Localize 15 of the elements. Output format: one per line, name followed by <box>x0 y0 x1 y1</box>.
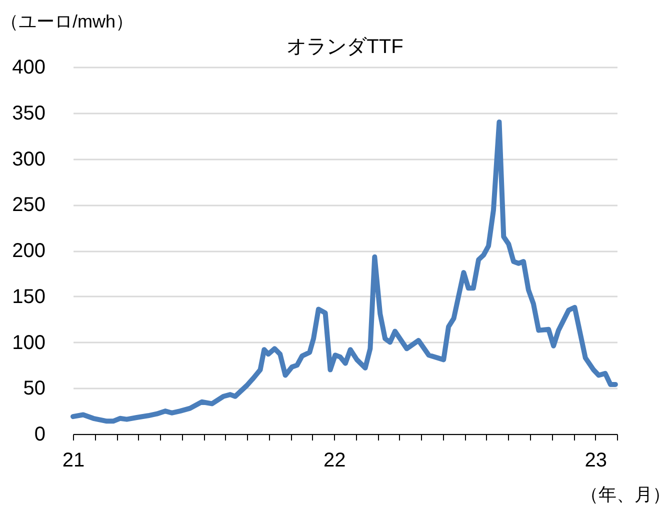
y-tick-label: 50 <box>23 378 46 400</box>
chart-title: オランダTTF <box>286 36 404 58</box>
y-tick-label: 350 <box>12 102 46 124</box>
x-tick-label: 23 <box>584 450 607 472</box>
x-tick-label: 22 <box>324 450 346 472</box>
y-tick-label: 200 <box>12 240 46 262</box>
y-tick-label: 150 <box>12 286 46 308</box>
y-tick-label: 300 <box>12 148 46 170</box>
y-tick-label: 0 <box>34 424 46 446</box>
y-axis-title: （ユーロ/mwh） <box>0 12 134 32</box>
x-tick-label: 21 <box>62 450 85 472</box>
x-axis-title: （年、月） <box>580 484 670 504</box>
y-tick-label: 250 <box>12 194 46 216</box>
y-tick-label: 100 <box>12 332 46 354</box>
y-tick-label: 400 <box>12 56 46 78</box>
